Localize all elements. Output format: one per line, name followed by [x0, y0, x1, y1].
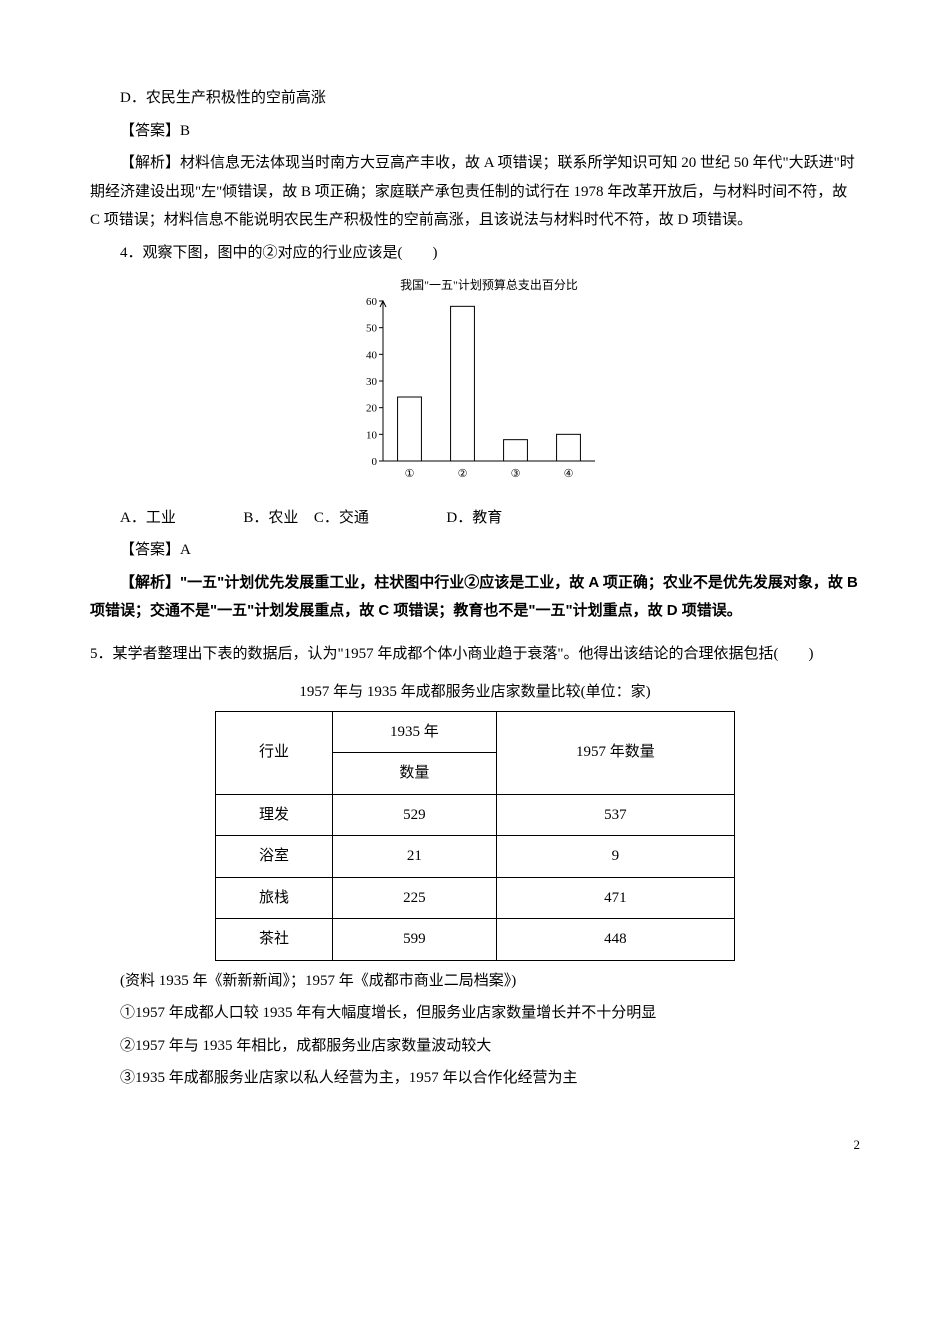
q5-item-2: ②1957 年与 1935 年相比，成都服务业店家数量波动较大 — [90, 1032, 860, 1061]
cell: 茶社 — [216, 919, 333, 961]
table-header-row: 行业 1935 年 1957 年数量 — [216, 711, 735, 753]
cell: 537 — [496, 794, 734, 836]
svg-text:30: 30 — [366, 376, 378, 388]
question-4: 4．观察下图，图中的②对应的行业应该是( ) — [90, 239, 860, 268]
explanation-4: 【解析】"一五"计划优先发展重工业，柱状图中行业②应该是工业，故 A 项正确；农… — [90, 569, 860, 626]
col-industry: 行业 — [216, 711, 333, 794]
explanation-3: 【解析】材料信息无法体现当时南方大豆高产丰收，故 A 项错误；联系所学知识可知 … — [90, 149, 860, 235]
col-1957: 1957 年数量 — [496, 711, 734, 794]
option-d: D．农民生产积极性的空前高涨 — [90, 84, 860, 113]
svg-text:40: 40 — [366, 349, 378, 361]
cell: 225 — [333, 877, 497, 919]
option-a: A．工业 — [120, 510, 176, 526]
col-1935-line1: 1935 年 — [333, 711, 497, 753]
svg-text:①: ① — [405, 468, 415, 480]
svg-text:③: ③ — [511, 468, 521, 480]
cell: 浴室 — [216, 836, 333, 878]
option-d: D．教育 — [446, 510, 502, 526]
table-title: 1957 年与 1935 年成都服务业店家数量比较(单位：家) — [90, 678, 860, 707]
svg-text:50: 50 — [366, 323, 378, 335]
answer-3: 【答案】B — [90, 117, 860, 146]
explanation-3-label: 【解析】 — [120, 155, 180, 171]
cell: 21 — [333, 836, 497, 878]
cell: 9 — [496, 836, 734, 878]
svg-text:④: ④ — [564, 468, 574, 480]
table-source: (资料 1935 年《新新新闻》；1957 年《成都市商业二局档案》) — [90, 967, 860, 996]
cell: 599 — [333, 919, 497, 961]
cell: 理发 — [216, 794, 333, 836]
col-1935-line2: 数量 — [333, 753, 497, 795]
explanation-3-text: 材料信息无法体现当时南方大豆高产丰收，故 A 项错误；联系所学知识可知 20 世… — [90, 155, 855, 228]
table-row: 浴室 21 9 — [216, 836, 735, 878]
q5-item-1: ①1957 年成都人口较 1935 年有大幅度增长，但服务业店家数量增长并不十分… — [90, 999, 860, 1028]
table-row: 茶社 599 448 — [216, 919, 735, 961]
question-5: 5．某学者整理出下表的数据后，认为"1957 年成都个体小商业趋于衰落"。他得出… — [90, 640, 860, 669]
svg-text:我国"一五"计划预算总支出百分比: 我国"一五"计划预算总支出百分比 — [400, 277, 578, 292]
table-row: 理发 529 537 — [216, 794, 735, 836]
cell: 529 — [333, 794, 497, 836]
page-number: 2 — [0, 1137, 950, 1183]
cell: 471 — [496, 877, 734, 919]
cell: 旅栈 — [216, 877, 333, 919]
svg-text:20: 20 — [366, 403, 378, 415]
question-4-options: A．工业 B．农业 C．交通 D．教育 — [90, 504, 860, 533]
q5-item-3: ③1935 年成都服务业店家以私人经营为主，1957 年以合作化经营为主 — [90, 1064, 860, 1093]
svg-text:10: 10 — [366, 429, 378, 441]
chart-container: 我国"一五"计划预算总支出百分比 0 10 20 30 40 50 60 ① ② ③ ④ — [90, 275, 860, 496]
table-row: 旅栈 225 471 — [216, 877, 735, 919]
explanation-4-text: "一五"计划优先发展重工业，柱状图中行业②应该是工业，故 A 项正确；农业不是优… — [90, 574, 858, 620]
option-c: C．交通 — [314, 510, 369, 526]
explanation-4-label: 【解析】 — [120, 574, 180, 591]
page-content: D．农民生产积极性的空前高涨 【答案】B 【解析】材料信息无法体现当时南方大豆高… — [0, 0, 950, 1137]
svg-text:60: 60 — [366, 296, 378, 308]
option-b: B．农业 — [243, 510, 298, 526]
data-table: 行业 1935 年 1957 年数量 数量 理发 529 537 浴室 21 9… — [215, 711, 735, 961]
cell: 448 — [496, 919, 734, 961]
bar-chart: 我国"一五"计划预算总支出百分比 0 10 20 30 40 50 60 ① ② ③ ④ — [345, 275, 605, 485]
answer-4: 【答案】A — [90, 536, 860, 565]
svg-text:②: ② — [458, 468, 468, 480]
svg-text:0: 0 — [372, 456, 378, 468]
